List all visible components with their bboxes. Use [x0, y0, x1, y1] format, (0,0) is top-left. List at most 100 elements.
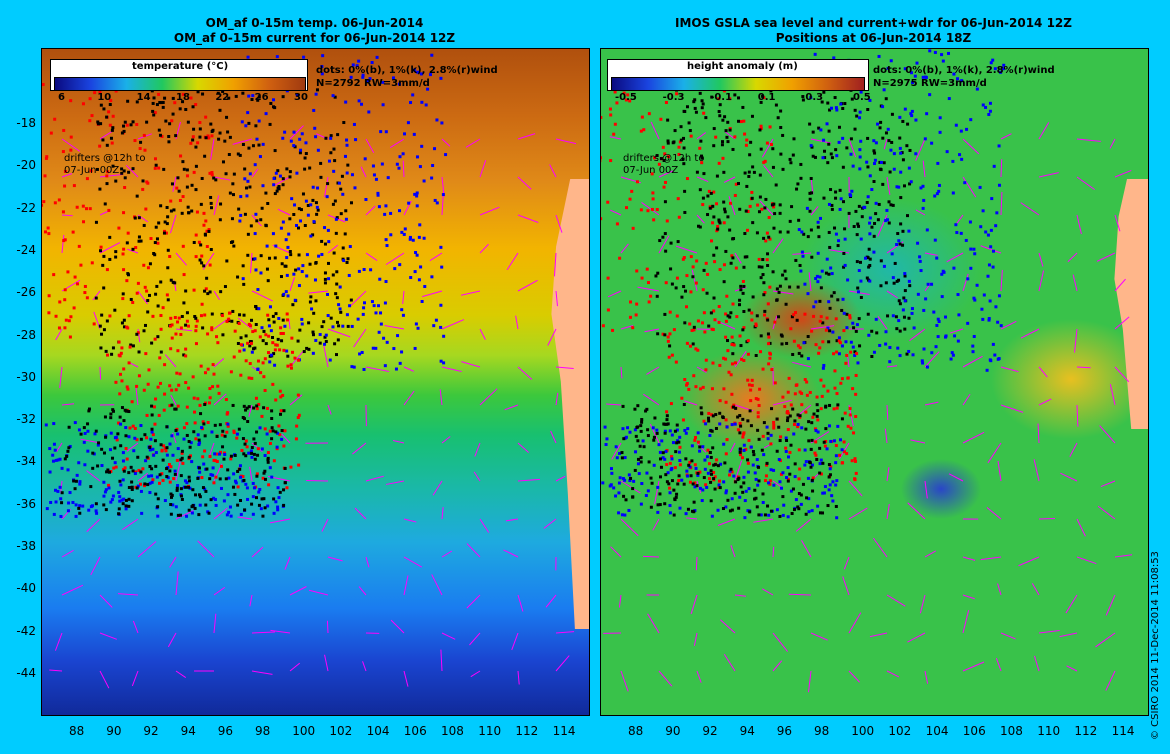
- current-vector: [1076, 556, 1097, 565]
- drifter-dot: [203, 487, 207, 491]
- current-vector: [690, 594, 698, 615]
- left-temperature-colorbar: [54, 77, 306, 91]
- drifter-dot: [231, 403, 235, 407]
- drifter-dot: [239, 336, 243, 340]
- drifter-dot: [250, 446, 254, 450]
- drifter-dot: [415, 155, 419, 159]
- drifter-dot: [161, 458, 165, 462]
- drifter-dot: [170, 388, 174, 392]
- drifter-dot: [620, 513, 624, 517]
- drifter-dot: [768, 237, 772, 241]
- drifter-dot: [201, 455, 205, 459]
- drifter-dot: [724, 357, 728, 361]
- drifter-dot: [52, 442, 56, 446]
- left-colorbar-tick: 10: [97, 92, 112, 103]
- drifter-dot: [264, 112, 268, 116]
- drifter-dot: [346, 163, 350, 167]
- drifter-dot: [712, 477, 716, 481]
- drifter-dot: [816, 409, 820, 413]
- drifter-dot: [286, 364, 290, 368]
- drifter-dot: [81, 504, 85, 508]
- drifter-dot: [118, 392, 122, 396]
- drifter-dot: [993, 353, 997, 357]
- drifter-dot: [818, 275, 822, 279]
- drifter-dot: [141, 179, 145, 183]
- drifter-dot: [897, 185, 901, 189]
- drifter-dot: [272, 183, 276, 187]
- drifter-dot: [150, 474, 154, 478]
- drifter-dot: [999, 324, 1003, 328]
- drifter-dot: [263, 469, 267, 473]
- drifter-dot: [806, 335, 810, 339]
- drifter-dot: [784, 277, 788, 281]
- drifter-dot: [139, 470, 143, 474]
- drifter-dot: [888, 345, 892, 349]
- drifter-dot: [253, 457, 257, 461]
- drifter-dot: [207, 229, 211, 233]
- drifter-dot: [726, 140, 730, 144]
- drifter-dot: [184, 381, 188, 385]
- drifter-dot: [724, 505, 728, 509]
- drifter-dot: [683, 428, 687, 432]
- drifter-dot: [685, 341, 689, 345]
- drifter-dot: [173, 101, 177, 105]
- drifter-dot: [781, 167, 785, 171]
- drifter-dot: [299, 219, 303, 223]
- drifter-dot: [755, 314, 759, 318]
- drifter-dot: [266, 451, 270, 455]
- drifter-dot: [743, 499, 747, 503]
- drifter-dot: [828, 403, 832, 407]
- drifter-dot: [718, 114, 722, 118]
- drifter-dot: [878, 167, 882, 171]
- drifter-dot: [105, 319, 109, 323]
- drifter-dot: [808, 197, 812, 201]
- drifter-dot: [670, 457, 674, 461]
- drifter-dot: [274, 430, 278, 434]
- current-vector: [213, 507, 228, 520]
- drifter-dot: [746, 470, 750, 474]
- drifter-dot: [653, 156, 657, 160]
- drifter-dot: [223, 139, 227, 143]
- drifter-dot: [276, 486, 280, 490]
- drifter-dot: [739, 284, 743, 288]
- current-vector: [506, 252, 519, 271]
- current-vector: [795, 518, 812, 532]
- current-vector: [441, 507, 444, 520]
- drifter-dot: [131, 424, 135, 428]
- drifter-dot: [691, 265, 695, 269]
- drifter-dot: [195, 210, 199, 214]
- drifter-dot: [675, 92, 679, 96]
- drifter-dot: [150, 427, 154, 431]
- drifter-dot: [796, 182, 800, 186]
- drifter-dot: [674, 450, 678, 454]
- current-vector: [684, 400, 698, 406]
- drifter-dot: [712, 309, 716, 313]
- current-vector: [810, 431, 830, 444]
- drifter-dot: [840, 344, 844, 348]
- drifter-dot: [751, 450, 755, 454]
- drifter-dot: [741, 279, 745, 283]
- drifter-dot: [879, 120, 883, 124]
- left-longitude-tick: 108: [441, 724, 464, 738]
- drifter-dot: [822, 363, 826, 367]
- drifter-dot: [121, 292, 125, 296]
- drifter-dot: [414, 251, 418, 255]
- drifter-dot: [219, 290, 223, 294]
- current-vector: [505, 518, 519, 522]
- drifter-dot: [855, 233, 859, 237]
- current-vector: [99, 594, 113, 608]
- drifter-dot: [779, 435, 783, 439]
- drifter-dot: [350, 324, 354, 328]
- drifter-dot: [605, 437, 609, 441]
- drifter-dot: [694, 385, 698, 389]
- drifter-dot: [807, 497, 811, 501]
- drifter-dot: [692, 328, 696, 332]
- drifter-dot: [775, 287, 779, 291]
- drifter-dot: [129, 123, 133, 127]
- drifter-dot: [674, 360, 678, 364]
- current-vector: [365, 475, 384, 482]
- drifter-dot: [221, 445, 225, 449]
- drifter-dot: [855, 260, 859, 264]
- drifter-dot: [57, 198, 61, 202]
- drifter-dot: [750, 190, 754, 194]
